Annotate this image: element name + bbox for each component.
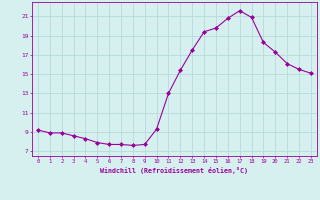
X-axis label: Windchill (Refroidissement éolien,°C): Windchill (Refroidissement éolien,°C) <box>100 167 248 174</box>
